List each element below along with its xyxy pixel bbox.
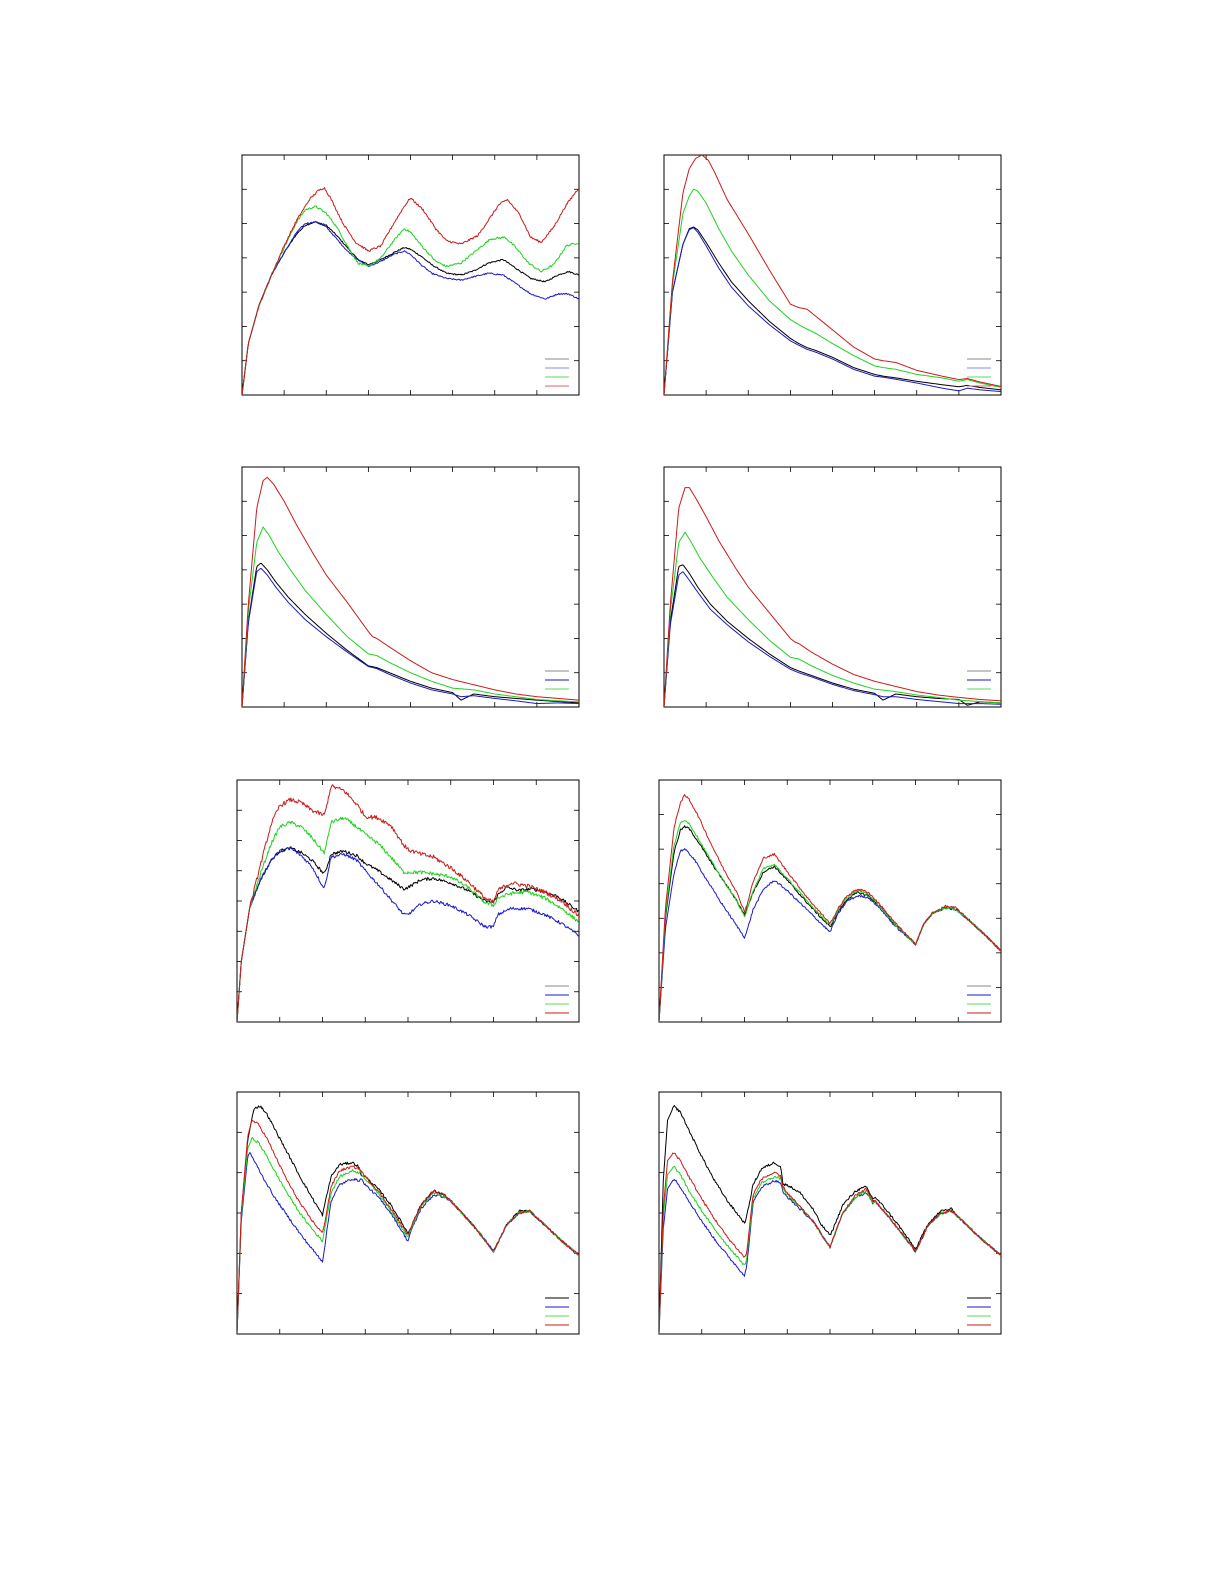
series-line-green <box>659 820 1001 1022</box>
series-line-black <box>664 564 1001 707</box>
plot-frame <box>663 466 1002 708</box>
chart-panel-8 <box>658 1091 1002 1335</box>
series-line-black <box>237 1105 579 1334</box>
series-line-red <box>237 1119 579 1334</box>
chart-panel-5 <box>236 779 580 1023</box>
series-line-black <box>237 846 579 1022</box>
series-line-red <box>659 794 1001 1022</box>
plot-frame <box>241 466 580 708</box>
series-line-blue <box>659 848 1001 1022</box>
chart-panel-1 <box>241 154 580 396</box>
series-line-black <box>242 221 579 395</box>
plot-frame <box>236 1091 580 1335</box>
plot-frame <box>236 779 580 1023</box>
series-line-red <box>664 487 1001 707</box>
series-line-blue <box>242 220 579 395</box>
series-line-red <box>664 155 1001 395</box>
chart-panel-2 <box>663 154 1002 396</box>
series-line-green <box>242 205 579 395</box>
chart-panel-7 <box>236 1091 580 1335</box>
plot-frame <box>658 779 1002 1023</box>
plot-frame <box>241 154 580 396</box>
series-line-blue <box>242 567 579 707</box>
series-line-green <box>242 526 579 707</box>
series-line-blue <box>237 1152 579 1334</box>
chart-panel-6 <box>658 779 1002 1023</box>
series-line-green <box>664 531 1001 707</box>
series-line-red <box>237 784 579 1022</box>
series-line-blue <box>659 1179 1001 1334</box>
series-line-black <box>659 1105 1001 1334</box>
series-line-red <box>242 187 579 395</box>
series-line-blue <box>664 227 1001 395</box>
series-line-red <box>242 476 579 707</box>
chart-panel-3 <box>241 466 580 708</box>
series-line-blue <box>664 571 1001 707</box>
series-line-black <box>664 226 1001 395</box>
chart-panel-4 <box>663 466 1002 708</box>
series-line-blue <box>237 847 579 1022</box>
series-line-green <box>237 1137 579 1334</box>
series-line-red <box>659 1152 1001 1334</box>
series-line-green <box>664 188 1001 395</box>
series-line-green <box>659 1165 1001 1334</box>
series-line-green <box>237 816 579 1022</box>
series-line-black <box>242 562 579 707</box>
